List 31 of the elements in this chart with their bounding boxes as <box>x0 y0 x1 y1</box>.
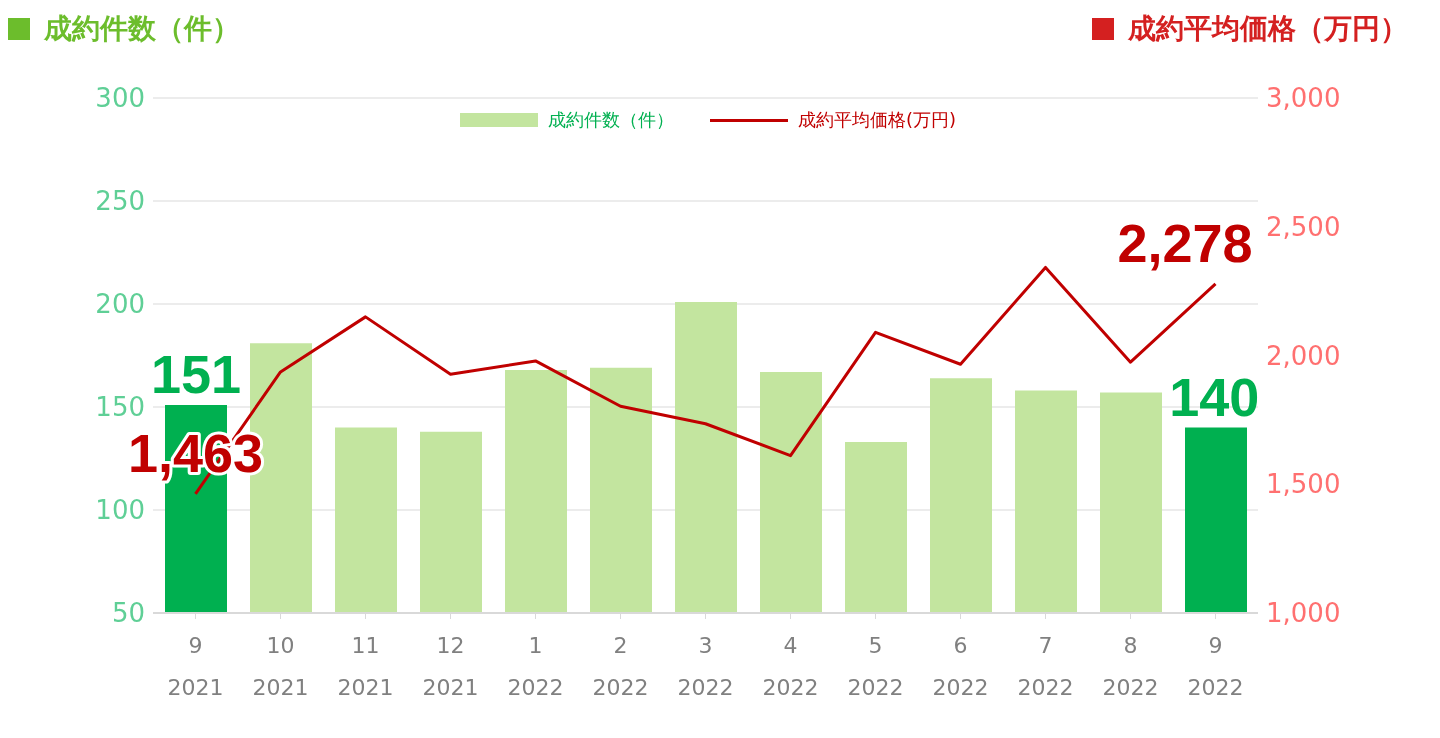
x-tick-label: 8 2022 <box>1102 633 1159 700</box>
legend-label: 成約平均価格(万円) <box>797 108 957 132</box>
x-tick-label: 5 2022 <box>847 633 904 700</box>
x-tick-label: 9 2021 <box>167 633 224 700</box>
y-tick-label: 200 <box>95 289 145 320</box>
y2-tick-label: 1,000 <box>1266 598 1341 629</box>
y-tick-label: 250 <box>95 186 145 217</box>
y2-tick-label: 1,500 <box>1266 469 1341 500</box>
x-tick-label: 11 2021 <box>337 633 394 700</box>
y2-tick-label: 3,000 <box>1266 83 1341 114</box>
x-tick-label: 6 2022 <box>932 633 989 700</box>
legend-label: 成約件数（件） <box>547 108 674 132</box>
y2-tick-label: 2,500 <box>1266 211 1341 242</box>
y-tick-label: 150 <box>95 392 145 423</box>
y-axis-title: 成約件数（件） <box>44 11 240 47</box>
x-tick-label: 4 2022 <box>762 633 819 700</box>
x-tick-label: 7 2022 <box>1017 633 1074 700</box>
y-tick-label: 300 <box>95 83 145 114</box>
x-tick-label: 9 2022 <box>1187 633 1244 700</box>
x-tick-label: 10 2021 <box>252 633 309 700</box>
data-label: 151 <box>150 343 242 404</box>
x-tick-label: 12 2021 <box>422 633 479 700</box>
x-tick-label: 2 2022 <box>592 633 649 700</box>
y2-axis-title: 成約平均価格（万円） <box>1128 11 1408 47</box>
y2-tick-label: 2,000 <box>1266 340 1341 371</box>
x-tick-label: 3 2022 <box>677 633 734 700</box>
data-label: 2,278 <box>1117 212 1253 273</box>
x-tick-label: 1 2022 <box>507 633 564 700</box>
y-tick-label: 50 <box>111 598 145 629</box>
y-tick-label: 100 <box>95 495 145 526</box>
data-label: 140 <box>1169 366 1260 427</box>
